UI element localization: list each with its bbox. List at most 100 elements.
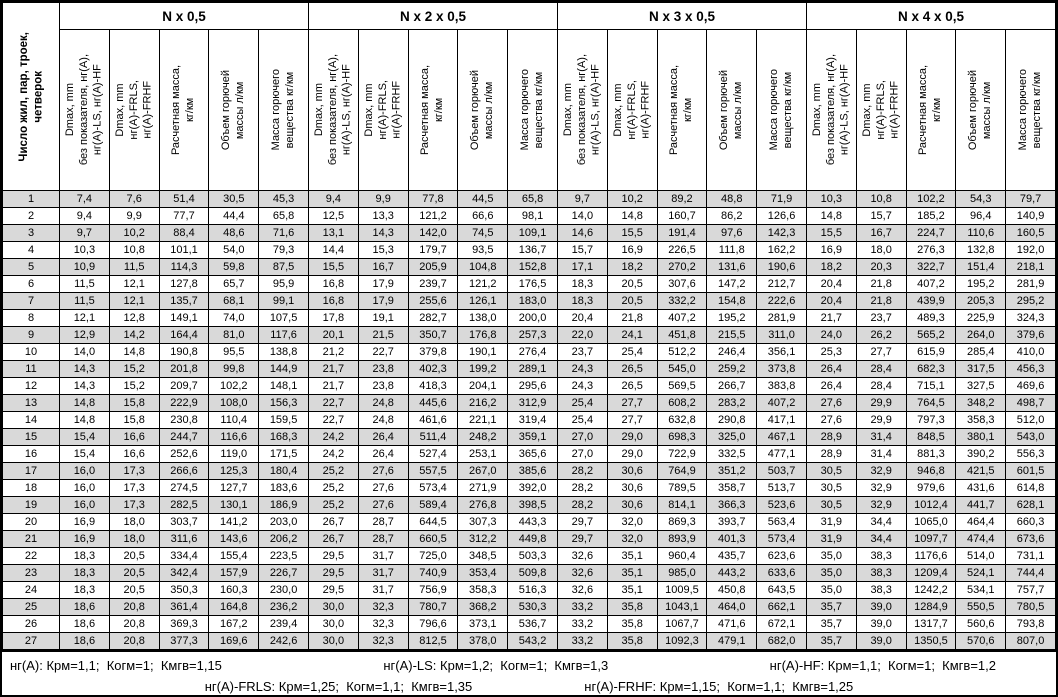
column-header-label: Масса горючего вещества кг/км <box>1016 69 1043 151</box>
column-header-label: Объем горючей массы л/км <box>966 69 993 151</box>
data-cell: 14,3 <box>59 360 110 378</box>
data-cell: 246,4 <box>706 343 758 361</box>
data-cell: 77,8 <box>407 190 459 208</box>
data-cell: 148,1 <box>258 377 309 395</box>
data-cell: 682,0 <box>756 632 807 650</box>
data-cell: 715,1 <box>905 377 957 395</box>
data-cell: 35,7 <box>805 598 857 616</box>
data-cell: 16,9 <box>59 513 110 531</box>
data-cell: 195,2 <box>706 309 758 327</box>
column-header-label: Dmax, mm нг(А)-FRLS, нг(А)-FRHF <box>362 80 403 140</box>
data-cell: 16,8 <box>307 275 359 293</box>
row-number: 7 <box>2 292 60 310</box>
column-header-label: Масса горючего вещества кг/км <box>269 69 296 151</box>
data-cell: 14,3 <box>59 377 110 395</box>
data-cell: 20,5 <box>606 292 658 310</box>
data-cell: 10,3 <box>805 190 857 208</box>
data-cell: 185,2 <box>905 207 957 225</box>
data-cell: 20,8 <box>108 598 160 616</box>
data-cell: 569,5 <box>656 377 708 395</box>
data-cell: 985,0 <box>656 564 708 582</box>
data-cell: 99,1 <box>258 292 309 310</box>
data-cell: 27,6 <box>357 496 409 514</box>
data-cell: 26,4 <box>805 360 857 378</box>
data-cell: 731,1 <box>1005 547 1056 565</box>
data-cell: 190,6 <box>756 258 807 276</box>
table-row: 2 9,4 9,9 77,7 44,4 65,8 12,5 13,3 121,2 66,6 98,1… <box>2 207 1056 225</box>
data-cell: 398,5 <box>507 496 558 514</box>
data-cell: 32,6 <box>556 547 608 565</box>
data-cell: 401,3 <box>706 530 758 548</box>
data-cell: 342,4 <box>158 564 210 582</box>
data-cell: 15,7 <box>556 241 608 259</box>
data-cell: 764,5 <box>905 394 957 412</box>
data-cell: 24,3 <box>556 360 608 378</box>
data-cell: 471,6 <box>706 615 758 633</box>
column-header-label: Dmax, mm без показателя, нг(А), нг(А)-LS… <box>810 54 851 166</box>
data-cell: 348,5 <box>457 547 509 565</box>
data-cell: 35,1 <box>606 547 658 565</box>
data-cell: 136,7 <box>507 241 558 259</box>
data-cell: 183,0 <box>507 292 558 310</box>
data-cell: 97,6 <box>706 224 758 242</box>
data-cell: 143,6 <box>208 530 260 548</box>
data-cell: 138,8 <box>258 343 309 361</box>
data-cell: 812,5 <box>407 632 459 650</box>
column-header: Объем горючей массы л/км <box>457 29 509 191</box>
data-cell: 30,5 <box>805 479 857 497</box>
table-row: 21 16,9 18,0 311,6 143,6 206,2 26,7 28,7 660,5 31… <box>2 530 1056 548</box>
column-header-label: Расчетная масса, кг/км <box>419 64 445 156</box>
data-cell: 16,0 <box>59 496 110 514</box>
data-cell: 601,5 <box>1005 462 1056 480</box>
data-cell: 31,7 <box>357 581 409 599</box>
data-cell: 443,3 <box>507 513 558 531</box>
data-cell: 509,8 <box>507 564 558 582</box>
data-cell: 18,3 <box>556 275 608 293</box>
data-cell: 22,7 <box>307 394 359 412</box>
data-cell: 477,1 <box>756 445 807 463</box>
data-cell: 27,7 <box>855 343 907 361</box>
data-cell: 469,6 <box>1005 377 1056 395</box>
data-cell: 407,2 <box>905 275 957 293</box>
data-cell: 31,9 <box>805 513 857 531</box>
data-cell: 86,2 <box>706 207 758 225</box>
data-cell: 222,6 <box>756 292 807 310</box>
data-cell: 54,3 <box>955 190 1007 208</box>
row-number: 1 <box>2 190 60 208</box>
data-cell: 12,1 <box>108 275 160 293</box>
data-cell: 31,7 <box>357 564 409 582</box>
data-cell: 358,3 <box>457 581 509 599</box>
data-cell: 10,8 <box>855 190 907 208</box>
column-header: Масса горючего вещества кг/км <box>756 29 807 191</box>
data-cell: 190,8 <box>158 343 210 361</box>
data-cell: 445,6 <box>407 394 459 412</box>
data-cell: 32,3 <box>357 632 409 650</box>
data-cell: 33,2 <box>556 632 608 650</box>
data-cell: 30,6 <box>606 496 658 514</box>
data-cell: 54,0 <box>208 241 260 259</box>
data-cell: 27,0 <box>556 428 608 446</box>
table-body: 1 7,4 7,6 51,4 30,5 45,3 9,4 9,9 77,8 44,5 65,8 9,7… <box>2 190 1056 650</box>
table-row: 23 18,3 20,5 342,4 157,9 226,7 29,5 31,7 740,9 35… <box>2 564 1056 582</box>
data-cell: 135,7 <box>158 292 210 310</box>
data-cell: 350,7 <box>407 326 459 344</box>
data-cell: 615,9 <box>905 343 957 361</box>
row-number: 6 <box>2 275 60 293</box>
data-cell: 48,8 <box>706 190 758 208</box>
data-cell: 131,6 <box>706 258 758 276</box>
data-cell: 18,6 <box>59 632 110 650</box>
table-row: 6 11,5 12,1 127,8 65,7 95,9 16,8 17,9 239,7 121,2… <box>2 275 1056 293</box>
data-cell: 435,7 <box>706 547 758 565</box>
data-cell: 18,6 <box>59 615 110 633</box>
table-row: 27 18,6 20,8 377,3 169,6 242,6 30,0 32,3 812,5 37… <box>2 632 1056 650</box>
data-cell: 527,4 <box>407 445 459 463</box>
data-cell: 9,7 <box>59 224 110 242</box>
data-cell: 29,5 <box>307 581 359 599</box>
data-cell: 14,3 <box>357 224 409 242</box>
data-cell: 138,0 <box>457 309 509 327</box>
data-cell: 39,0 <box>855 632 907 650</box>
data-cell: 255,6 <box>407 292 459 310</box>
data-cell: 513,7 <box>756 479 807 497</box>
data-cell: 25,4 <box>556 394 608 412</box>
data-cell: 169,6 <box>208 632 260 650</box>
